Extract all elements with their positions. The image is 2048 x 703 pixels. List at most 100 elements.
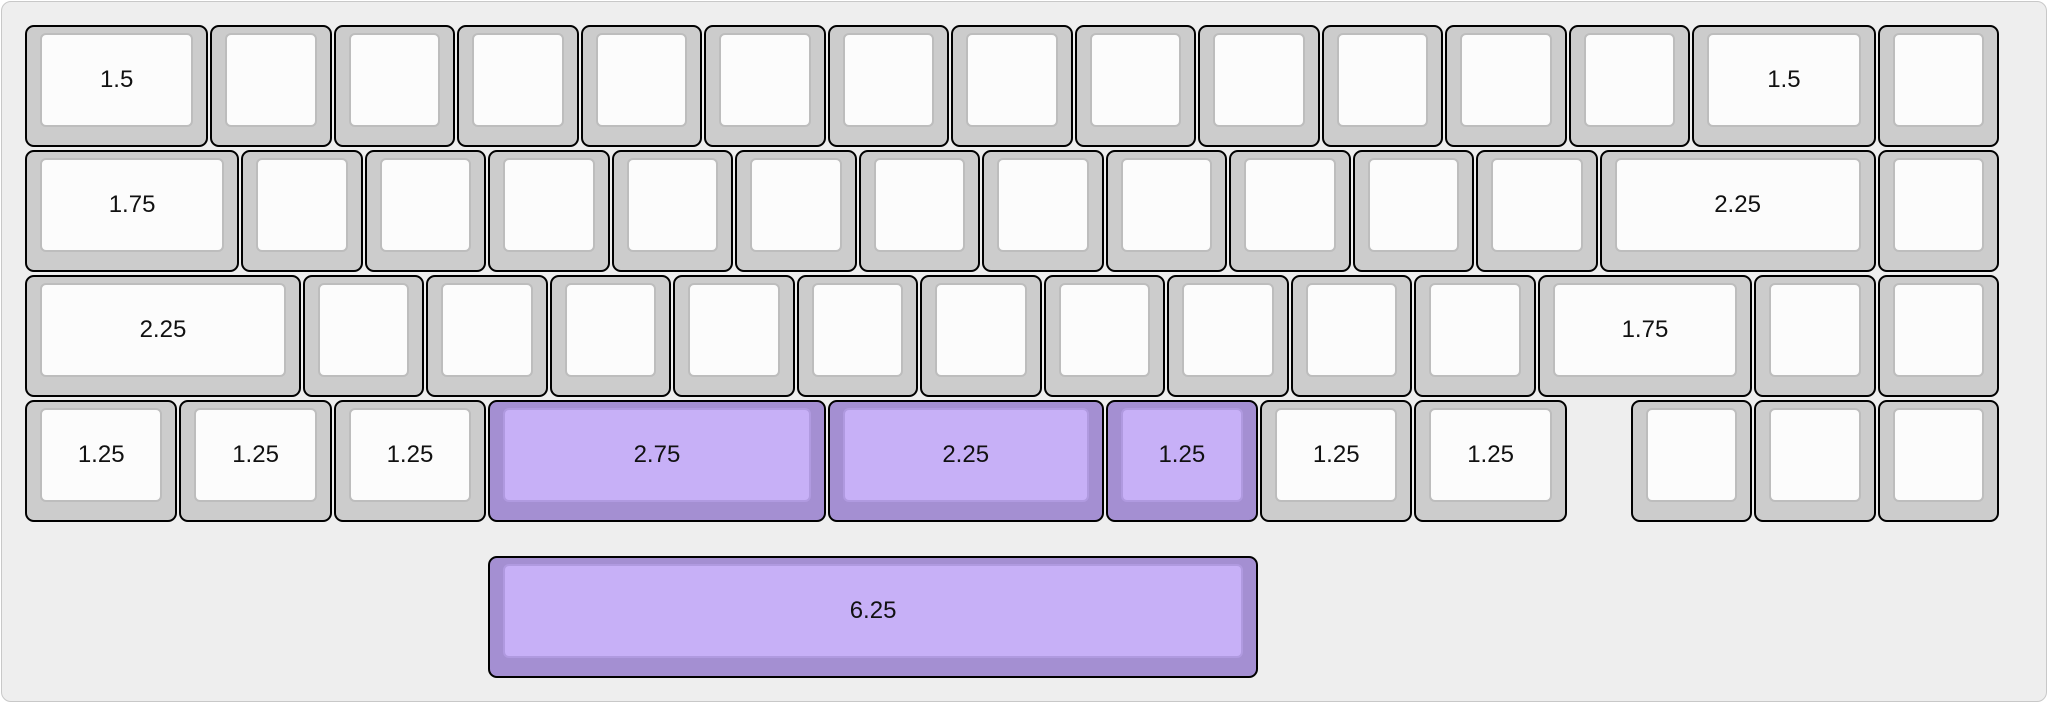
keycap-label: 1.25 bbox=[1275, 408, 1398, 502]
keycap-label bbox=[626, 158, 719, 252]
keycap-label bbox=[966, 33, 1058, 127]
keycap-label: 1.5 bbox=[1707, 33, 1861, 127]
keycap-label bbox=[1769, 283, 1861, 377]
keycap-label bbox=[1892, 158, 1984, 252]
keycap-label bbox=[688, 283, 780, 377]
key-r1-2[interactable] bbox=[210, 25, 332, 147]
key-r2-4[interactable] bbox=[488, 150, 610, 272]
key-r4-3[interactable]: 1.25 bbox=[333, 400, 487, 522]
key-r3-14[interactable] bbox=[1877, 275, 1999, 397]
keycap-label bbox=[1089, 33, 1182, 127]
key-r3-6[interactable] bbox=[796, 275, 919, 397]
key-r1-12[interactable] bbox=[1445, 25, 1567, 147]
keycap-label bbox=[811, 283, 904, 377]
keycap-label bbox=[1244, 158, 1336, 252]
key-r2-13[interactable]: 2.25 bbox=[1599, 150, 1876, 272]
keycap-label: 1.25 bbox=[1120, 408, 1243, 502]
key-r4-1[interactable]: 1.25 bbox=[25, 400, 178, 522]
key-r4-9[interactable] bbox=[1630, 400, 1752, 522]
keycap-label bbox=[1491, 158, 1583, 252]
keycap-label bbox=[842, 33, 935, 127]
key-r4-11[interactable] bbox=[1877, 400, 1999, 522]
key-r3-12[interactable]: 1.75 bbox=[1537, 275, 1752, 397]
key-r4-6[interactable]: 1.25 bbox=[1105, 400, 1258, 522]
keycap-label bbox=[1769, 408, 1861, 502]
key-r4-7[interactable]: 1.25 bbox=[1260, 400, 1413, 522]
keycap-label bbox=[379, 158, 472, 252]
keycap-label bbox=[348, 33, 441, 127]
keycap-label bbox=[317, 283, 410, 377]
keycap-label bbox=[750, 158, 842, 252]
key-r1-11[interactable] bbox=[1321, 25, 1444, 147]
key-r3-10[interactable] bbox=[1290, 275, 1413, 397]
keycap-label bbox=[1336, 33, 1429, 127]
key-r3-7[interactable] bbox=[920, 275, 1042, 397]
key-r2-2[interactable] bbox=[241, 150, 363, 272]
keycap-label bbox=[256, 158, 348, 252]
key-r5-1[interactable]: 6.25 bbox=[488, 556, 1258, 679]
keycap-label: 1.25 bbox=[40, 408, 163, 502]
key-r2-14[interactable] bbox=[1877, 150, 1999, 272]
key-r1-15[interactable] bbox=[1877, 25, 1999, 147]
key-r3-9[interactable] bbox=[1167, 275, 1289, 397]
key-r2-1[interactable]: 1.75 bbox=[25, 150, 240, 272]
key-r1-4[interactable] bbox=[457, 25, 579, 147]
keycap-label: 1.25 bbox=[348, 408, 472, 502]
keycap-label bbox=[1429, 283, 1521, 377]
key-r2-9[interactable] bbox=[1105, 150, 1228, 272]
keycap-label bbox=[472, 33, 564, 127]
key-r2-3[interactable] bbox=[364, 150, 487, 272]
key-r4-2[interactable]: 1.25 bbox=[179, 400, 332, 522]
key-r3-4[interactable] bbox=[549, 275, 672, 397]
key-r1-8[interactable] bbox=[951, 25, 1073, 147]
keycap-label bbox=[595, 33, 688, 127]
keycap-label bbox=[1058, 283, 1151, 377]
key-r4-5[interactable]: 2.25 bbox=[827, 400, 1104, 522]
keycap-label bbox=[1305, 283, 1398, 377]
keycap-label bbox=[1213, 33, 1305, 127]
keycap-label: 2.25 bbox=[842, 408, 1089, 502]
key-r2-10[interactable] bbox=[1229, 150, 1351, 272]
key-r1-3[interactable] bbox=[333, 25, 456, 147]
key-r3-1[interactable]: 2.25 bbox=[25, 275, 301, 397]
key-r1-10[interactable] bbox=[1198, 25, 1320, 147]
keycap-label: 6.25 bbox=[503, 564, 1243, 659]
key-r3-8[interactable] bbox=[1043, 275, 1166, 397]
key-r2-12[interactable] bbox=[1476, 150, 1598, 272]
key-r1-7[interactable] bbox=[827, 25, 950, 147]
key-r2-8[interactable] bbox=[982, 150, 1104, 272]
key-r1-13[interactable] bbox=[1568, 25, 1691, 147]
key-r3-5[interactable] bbox=[673, 275, 795, 397]
keycap-label: 1.25 bbox=[194, 408, 317, 502]
key-r1-9[interactable] bbox=[1074, 25, 1197, 147]
keycap-label bbox=[503, 158, 595, 252]
keycap-label bbox=[1583, 33, 1676, 127]
key-r2-7[interactable] bbox=[858, 150, 981, 272]
keycap-label bbox=[564, 283, 657, 377]
keycap-label bbox=[935, 283, 1027, 377]
keycap-label: 1.5 bbox=[40, 33, 194, 127]
keycap-label bbox=[873, 158, 966, 252]
key-r1-5[interactable] bbox=[580, 25, 703, 147]
key-r4-4[interactable]: 2.75 bbox=[488, 400, 826, 522]
keycap-label bbox=[441, 283, 533, 377]
key-r3-11[interactable] bbox=[1414, 275, 1536, 397]
key-r3-3[interactable] bbox=[426, 275, 548, 397]
keycap-label: 1.75 bbox=[1552, 283, 1737, 377]
keycap-label bbox=[1367, 158, 1460, 252]
keycap-label bbox=[1645, 408, 1737, 502]
key-r2-5[interactable] bbox=[611, 150, 734, 272]
keycap-label bbox=[997, 158, 1089, 252]
key-r4-8[interactable]: 1.25 bbox=[1414, 400, 1567, 522]
key-r3-2[interactable] bbox=[302, 275, 425, 397]
keycap-label bbox=[1892, 283, 1984, 377]
keycap-label bbox=[1182, 283, 1274, 377]
key-r1-1[interactable]: 1.5 bbox=[25, 25, 209, 147]
key-r3-13[interactable] bbox=[1754, 275, 1876, 397]
keycap-label bbox=[1892, 33, 1984, 127]
key-r4-10[interactable] bbox=[1754, 400, 1876, 522]
key-r2-6[interactable] bbox=[735, 150, 857, 272]
key-r2-11[interactable] bbox=[1352, 150, 1475, 272]
key-r1-14[interactable]: 1.5 bbox=[1692, 25, 1876, 147]
key-r1-6[interactable] bbox=[704, 25, 826, 147]
